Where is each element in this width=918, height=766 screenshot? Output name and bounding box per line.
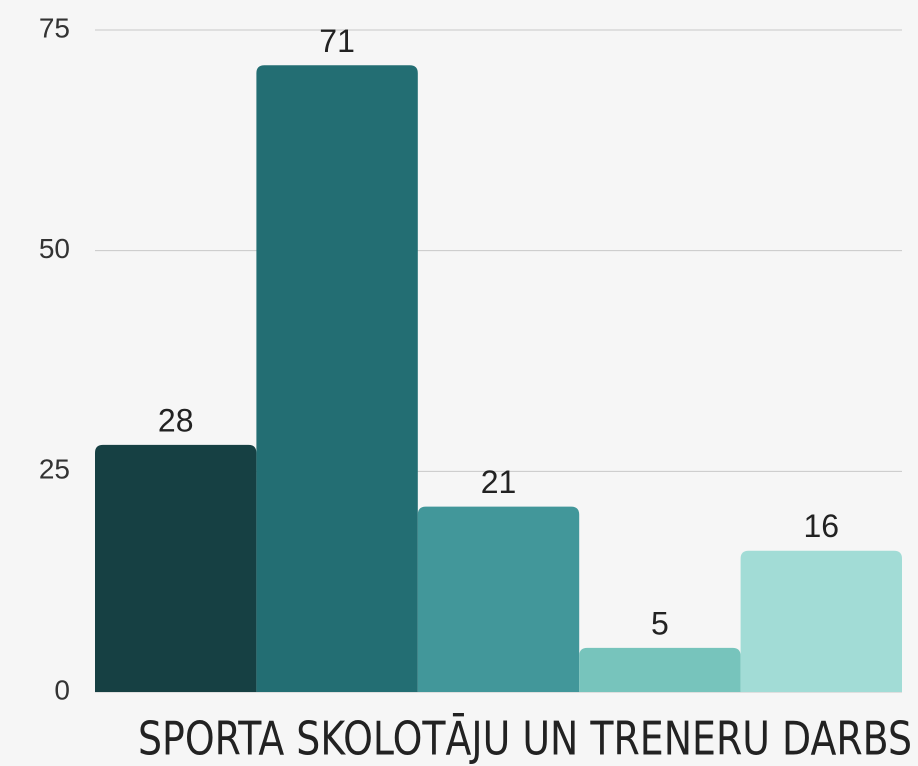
bar xyxy=(740,550,902,692)
value-label: 5 xyxy=(651,605,669,641)
bar xyxy=(256,65,418,693)
value-label: 71 xyxy=(319,23,355,59)
bar xyxy=(579,647,741,692)
chart-title: SPORTA SKOLOTĀJU UN TRENERU DARBS xyxy=(138,712,912,766)
y-tick-label: 25 xyxy=(39,454,70,485)
y-tick-label: 50 xyxy=(39,233,70,264)
value-label: 21 xyxy=(481,464,517,500)
y-tick-label: 75 xyxy=(39,12,70,43)
value-label: 28 xyxy=(158,402,194,438)
y-tick-label: 0 xyxy=(54,674,70,705)
bar xyxy=(417,506,580,692)
bar xyxy=(95,444,257,692)
value-label: 16 xyxy=(804,508,840,544)
